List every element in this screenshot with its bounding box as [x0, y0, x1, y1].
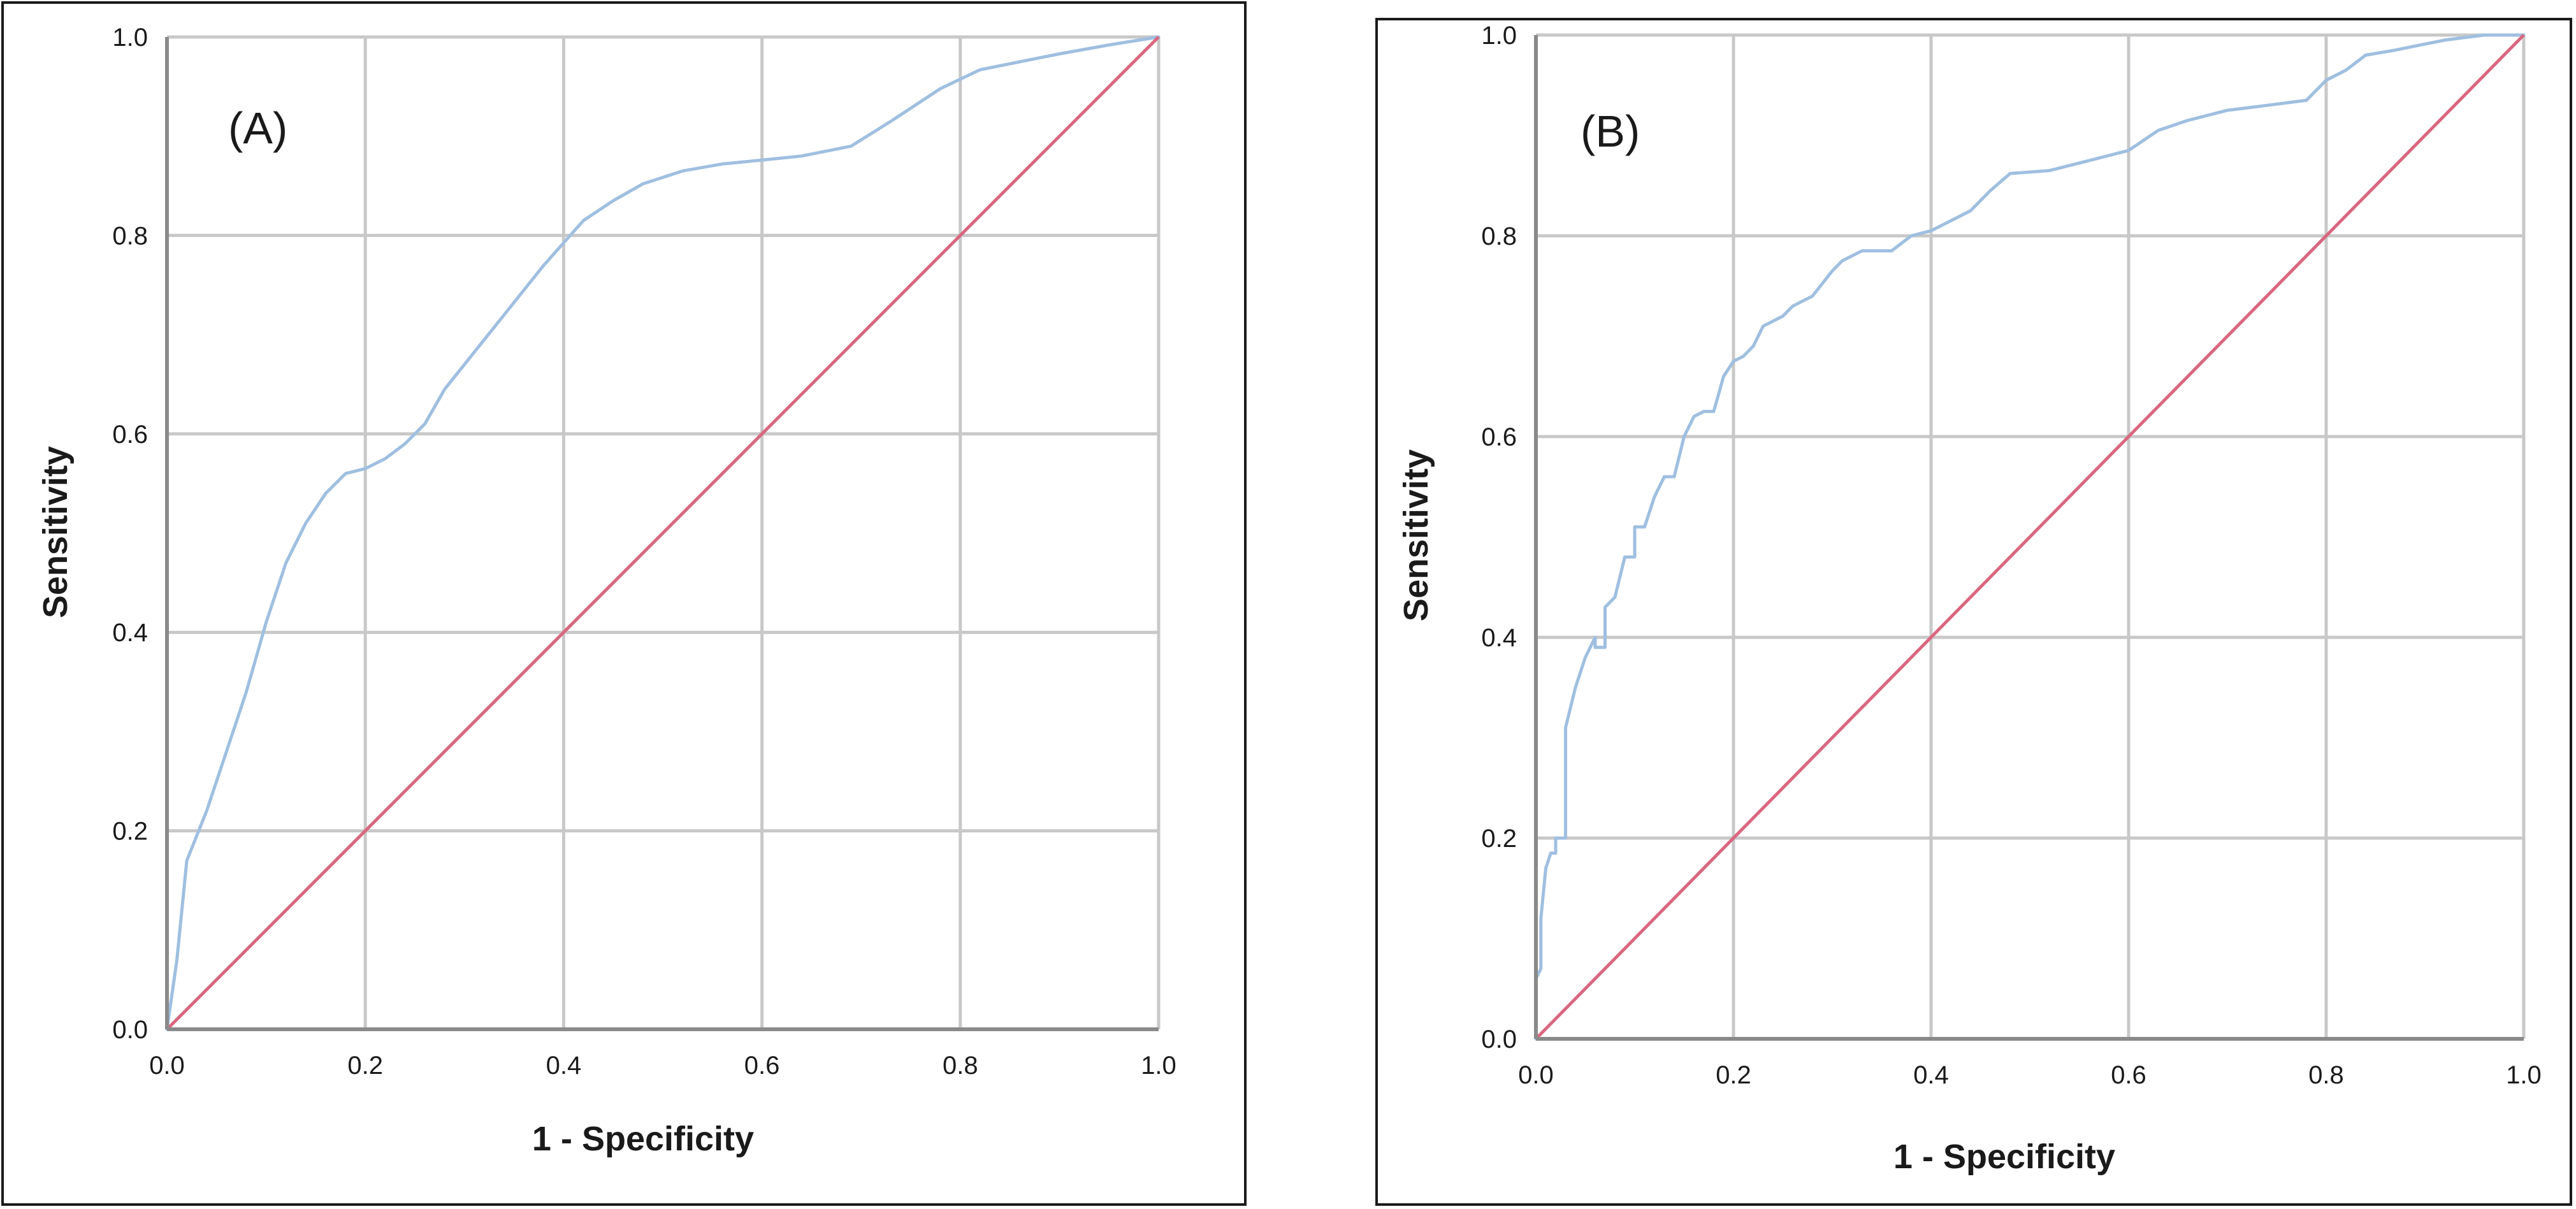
panel-a-y-tick-label: 1.0	[112, 24, 148, 52]
panel-b-ticks: 0.0 0.2 0.4 0.6 0.8 1.0 0.0 0.2 0.4 0.6 0.8 1.0	[1481, 22, 2541, 1089]
panel-b-label: (B)	[1581, 106, 1640, 156]
panel-a-roc-curve	[165, 35, 1161, 1031]
panel-a-y-tick-label: 0.0	[112, 1016, 148, 1044]
panel-b-y-tick-label: 1.0	[1481, 22, 1517, 50]
panel-b-axes	[1534, 35, 2524, 1041]
panel-a-y-tick-label: 0.8	[112, 222, 148, 250]
panel-a-y-tick-label: 0.6	[112, 421, 148, 449]
panel-a-y-axis-title: Sensitivity	[36, 446, 75, 618]
panel-b-y-tick-label: 0.0	[1481, 1025, 1517, 1053]
panel-b-grid	[1536, 33, 2526, 1039]
panel-b: 0.0 0.2 0.4 0.6 0.8 1.0 0.0 0.2 0.4 0.6 0.8 1.0 (B)…	[1375, 18, 2572, 1206]
panel-a-grid	[167, 35, 1161, 1029]
panel-a-x-tick-label: 0.2	[347, 1052, 383, 1080]
panel-b-y-tick-label: 0.2	[1481, 825, 1517, 853]
panel-b-x-tick-label: 1.0	[2506, 1061, 2542, 1089]
panel-b-x-axis-title: 1 - Specificity	[1893, 1138, 2115, 1176]
panel-a-series	[165, 35, 1161, 1031]
panel-b-x-tick-label: 0.4	[1913, 1061, 1949, 1089]
panel-a-x-axis-title: 1 - Specificity	[532, 1120, 754, 1158]
panel-b-y-tick-label: 0.6	[1481, 423, 1517, 451]
panel-b-x-tick-label: 0.6	[2111, 1061, 2146, 1089]
panel-a-x-tick-label: 1.0	[1141, 1052, 1176, 1080]
panel-b-x-tick-label: 0.8	[2308, 1061, 2344, 1089]
panel-b-y-tick-label: 0.4	[1481, 624, 1517, 652]
panel-a-label: (A)	[228, 103, 287, 153]
panel-b-x-tick-label: 0.0	[1518, 1061, 1554, 1089]
panel-a-y-tick-label: 0.4	[112, 619, 148, 647]
panel-a-ticks: 0.0 0.2 0.4 0.6 0.8 1.0 0.0 0.2 0.4 0.6 0.8 1.0	[112, 24, 1176, 1080]
panel-a-reference-line	[166, 36, 1160, 1031]
panel-a-axes	[165, 37, 1159, 1031]
panel-b-roc-curve	[1534, 33, 2526, 1041]
panel-b-x-tick-label: 0.2	[1716, 1061, 1751, 1089]
panel-a-x-tick-label: 0.8	[943, 1052, 978, 1080]
panel-a: 0.0 0.2 0.4 0.6 0.8 1.0 0.0 0.2 0.4 0.6 0.8 1.0 (A)…	[1, 1, 1247, 1206]
panel-b-y-axis-title: Sensitivity	[1397, 449, 1435, 621]
panel-a-frame	[1, 1, 1247, 1206]
panel-b-frame	[1375, 18, 2572, 1206]
panel-b-y-tick-label: 0.8	[1481, 222, 1517, 250]
panel-a-x-tick-label: 0.0	[149, 1052, 185, 1080]
panel-b-reference-line	[1535, 34, 2525, 1040]
panel-b-series	[1534, 33, 2526, 1041]
panel-a-x-tick-label: 0.4	[546, 1052, 582, 1080]
panel-a-x-tick-label: 0.6	[744, 1052, 780, 1080]
panel-a-y-tick-label: 0.2	[112, 818, 148, 846]
